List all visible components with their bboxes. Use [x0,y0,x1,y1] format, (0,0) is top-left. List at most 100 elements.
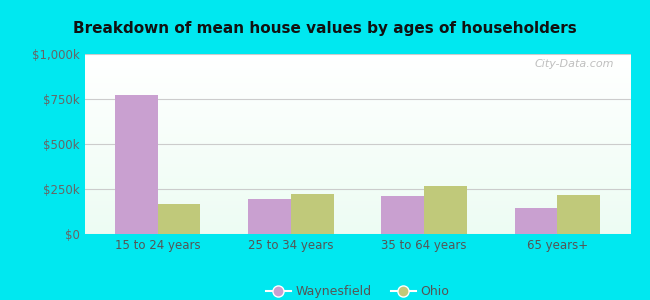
Bar [84,157,630,158]
Bar [84,90,630,91]
Bar [84,151,630,152]
Bar [84,113,630,114]
Bar [84,62,630,63]
Bar [84,197,630,198]
Bar [84,63,630,64]
Bar [84,120,630,121]
Bar [84,170,630,171]
Bar [84,119,630,120]
Bar [84,200,630,201]
Bar [84,69,630,70]
Bar [84,210,630,211]
Bar [84,66,630,67]
Bar [84,221,630,222]
Bar [84,140,630,141]
Bar [84,67,630,68]
Bar [84,143,630,144]
Bar [84,183,630,184]
Bar [84,216,630,217]
Bar [84,89,630,90]
Bar [84,179,630,180]
Bar [84,72,630,73]
Bar [84,194,630,195]
Bar [84,91,630,92]
Bar [84,57,630,58]
Bar [84,142,630,143]
Bar [84,79,630,80]
Bar [84,172,630,173]
Bar [84,116,630,117]
Bar [84,105,630,106]
Bar [84,222,630,223]
Bar [84,75,630,76]
Bar [84,193,630,194]
Bar [84,174,630,175]
Bar [84,167,630,168]
Bar [84,60,630,61]
Bar [84,171,630,172]
Bar [84,141,630,142]
Bar [84,100,630,101]
Bar [84,102,630,103]
Bar [84,225,630,226]
Bar [84,55,630,56]
Bar [84,125,630,126]
Bar [84,115,630,116]
Bar [84,128,630,129]
Bar [84,59,630,60]
Bar [84,213,630,214]
Bar [84,96,630,97]
Bar [84,68,630,69]
Bar [84,77,630,78]
Legend: Waynesfield, Ohio: Waynesfield, Ohio [261,280,454,300]
Bar [84,108,630,109]
Bar [84,185,630,186]
Bar [84,201,630,202]
Bar [84,148,630,149]
Bar [84,112,630,113]
Bar [84,153,630,154]
Bar [84,189,630,190]
Bar [84,156,630,157]
Bar [84,94,630,95]
Bar [557,195,600,234]
Bar [84,61,630,62]
Bar [84,227,630,228]
Bar [84,176,630,177]
Bar [84,203,630,204]
Bar [84,224,630,225]
Bar [84,180,630,181]
Bar [84,182,630,183]
Bar [84,110,630,111]
Bar [84,162,630,163]
Bar [84,178,630,179]
Bar [84,97,630,98]
Bar [84,209,630,210]
Bar [84,121,630,122]
Bar [84,181,630,182]
Bar [84,214,630,215]
Bar [84,104,630,105]
Bar [84,207,630,208]
Bar [84,206,630,207]
Bar [84,147,630,148]
Bar [84,198,630,199]
Bar [84,165,630,166]
Bar [84,219,630,220]
Text: City-Data.com: City-Data.com [534,59,614,69]
Bar [84,82,630,83]
Bar [84,98,630,99]
Bar [84,124,630,125]
Bar [84,86,630,87]
Bar [84,71,630,72]
Bar [291,194,333,234]
Bar [84,88,630,89]
Bar [84,114,630,115]
Bar [158,204,200,234]
Bar [84,186,630,187]
Bar [84,78,630,79]
Bar [84,76,630,77]
Text: Breakdown of mean house values by ages of householders: Breakdown of mean house values by ages o… [73,21,577,36]
Bar [84,95,630,96]
Bar [84,154,630,155]
